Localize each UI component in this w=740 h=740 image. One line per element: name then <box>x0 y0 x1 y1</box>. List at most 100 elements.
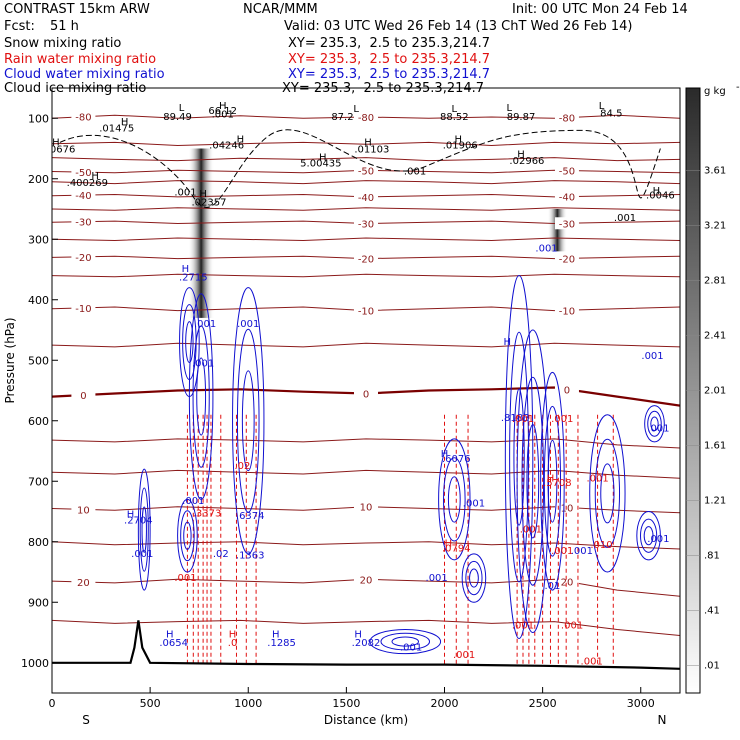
isotherm-line <box>52 541 680 550</box>
colorbar-label: 3.21 <box>704 221 726 232</box>
contour-point-label: .001 <box>182 496 204 507</box>
contour-point-label: 89.87 <box>507 112 536 123</box>
colorbar-unit-exponent: -1 <box>736 82 740 93</box>
contour-point-label: .001 <box>647 424 669 435</box>
contour-point-label: H <box>199 189 207 200</box>
cloud-water-contour <box>647 410 662 437</box>
isotherm-line <box>52 180 680 185</box>
cloud-water-contour <box>188 293 214 500</box>
y-tick-label: 900 <box>28 596 49 609</box>
cloud-water-contour <box>438 438 471 561</box>
contour-point-label: H <box>182 264 190 275</box>
isotherm-label-bg <box>71 110 96 123</box>
contour-point-label: .2082 <box>352 638 381 649</box>
isotherm-line <box>52 207 680 211</box>
contour-point-label: .6374 <box>236 511 265 522</box>
cloud-water-contour <box>469 568 479 588</box>
isotherm-label-bg <box>354 252 378 265</box>
contour-point-label: .01103 <box>354 145 389 156</box>
ice-shading <box>188 148 215 318</box>
isotherm-label-bg <box>554 217 579 230</box>
cloud-water-contour <box>594 438 621 548</box>
cloud-water-contour <box>141 506 147 553</box>
x-axis-label: Distance (km) <box>324 713 408 727</box>
y-tick-label: 400 <box>28 294 49 307</box>
isotherm-label-bg <box>71 166 96 179</box>
contour-point-label: .6076 <box>442 454 471 465</box>
cloud-water-contour <box>183 521 192 550</box>
contour-point-label: .001 <box>581 657 603 668</box>
contour-point-label: .001 <box>404 167 426 178</box>
cloud-water-contour <box>644 405 665 443</box>
isotherm-label-bg <box>354 217 378 230</box>
contour-point-label: .001 <box>192 358 214 369</box>
contour-point-label: .02 <box>234 461 250 472</box>
isotherm-label: 20 <box>561 577 574 588</box>
y-axis-label: Pressure (hPa) <box>3 317 17 403</box>
isotherm-label-bg <box>71 503 96 516</box>
isotherm-line <box>52 141 680 147</box>
contour-point-label: .001 <box>512 620 534 631</box>
isotherm-label: -20 <box>358 255 374 266</box>
cloud-water-contour <box>369 628 442 655</box>
isotherm-label-bg <box>71 215 96 228</box>
cloud-water-contour <box>185 321 194 364</box>
isotherm-label: -30 <box>75 218 91 229</box>
colorbar-label: .01 <box>704 661 720 672</box>
contour-point-label: H <box>166 629 174 640</box>
isotherm-label: 10 <box>360 503 373 514</box>
cloud-water-contour <box>589 414 626 573</box>
cloud-water-contour <box>547 439 558 523</box>
colorbar-unit: g kg <box>704 86 726 97</box>
contour-point-label: H <box>319 153 327 164</box>
cloud-ice-contour <box>59 129 661 208</box>
isotherm-line <box>52 469 680 479</box>
colorbar-label: .41 <box>704 606 720 617</box>
cloud-water-contour <box>447 476 461 523</box>
cloud-water-contour <box>236 328 260 513</box>
contour-point-label: .001 <box>551 414 573 425</box>
isotherm-label-bg <box>554 304 579 317</box>
contour-point-label: .001 <box>194 319 216 330</box>
isotherm-label: 10 <box>77 505 90 516</box>
contour-point-label: .0794 <box>442 543 471 554</box>
isotherm-label-bg <box>71 189 96 202</box>
contour-point-label: 84.5 <box>600 108 622 119</box>
isotherm-label: -10 <box>559 306 575 317</box>
contour-point-label: .00676 <box>40 145 75 156</box>
isotherm-label: -40 <box>559 193 575 204</box>
contour-point-label: .001 <box>463 499 485 510</box>
contour-point-label: H <box>454 134 462 145</box>
contour-point-label: .0046 <box>646 191 675 202</box>
contour-point-label: H <box>127 510 135 521</box>
legend-cloud-water: Cloud water mixing ratio <box>4 67 165 82</box>
isotherm-label: -80 <box>75 113 91 124</box>
contour-point-label: H <box>121 117 129 128</box>
isotherm-label: -50 <box>75 168 91 179</box>
isotherm-label: 0 <box>564 385 570 396</box>
isotherm-label: -50 <box>358 166 374 177</box>
isotherm-label: -80 <box>559 114 575 125</box>
org-label: NCAR/MMM <box>243 2 318 17</box>
isotherm-label-bg <box>554 501 579 514</box>
isotherm-label: 10 <box>561 503 574 514</box>
contour-point-label: .001 <box>561 620 583 631</box>
contour-point-label: 5.00435 <box>300 159 341 170</box>
contour-point-label: .01475 <box>99 124 134 135</box>
cloud-water-contour <box>650 416 659 432</box>
x-tick-label: 0 <box>49 697 56 710</box>
x-tick-label: 2500 <box>529 697 557 710</box>
isotherm-label-bg <box>71 389 96 402</box>
contour-point-label: .001 <box>535 243 557 254</box>
contour-point-label: H <box>441 449 449 460</box>
x-tick-label: 500 <box>140 697 161 710</box>
isotherm-label: -20 <box>559 254 575 265</box>
contour-point-label: .3373 <box>193 508 222 519</box>
contour-point-label: H <box>364 137 372 148</box>
contour-point-label: .001 <box>131 549 153 560</box>
isotherm-label: 0 <box>80 391 86 402</box>
isotherm-label-bg <box>354 164 378 177</box>
isotherm-label: -40 <box>75 191 91 202</box>
contour-point-label: .5708 <box>543 478 572 489</box>
